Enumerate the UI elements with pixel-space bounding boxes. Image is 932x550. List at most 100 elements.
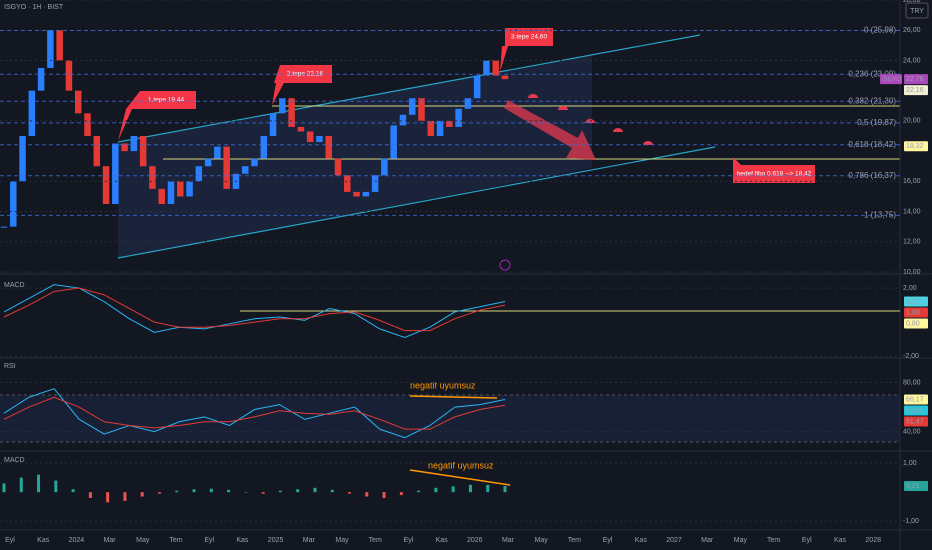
currency: TRY	[910, 8, 924, 15]
y-tick-label: 12,00	[903, 239, 921, 246]
candle	[399, 114, 407, 126]
candle	[464, 98, 472, 109]
candle	[269, 113, 277, 136]
rsi-divergence	[409, 395, 498, 399]
x-tick-label: Kas	[635, 537, 648, 544]
callout-text: 2.tepe 22,16	[287, 71, 324, 78]
x-tick-label: Tem	[369, 537, 382, 544]
histogram-bar	[192, 489, 196, 493]
y-tick-label: 1,00	[903, 460, 917, 467]
candle	[204, 158, 212, 167]
callout-text: 3.tepe 24,60	[511, 34, 548, 41]
candle	[130, 136, 138, 152]
x-tick-label: Tem	[568, 537, 581, 544]
rsi-band	[0, 395, 900, 442]
candle	[427, 120, 435, 136]
candle	[149, 166, 156, 189]
histogram-bar	[296, 489, 300, 493]
histogram-bar	[209, 488, 213, 493]
candle	[334, 158, 342, 176]
x-tick-label: Tem	[169, 537, 182, 544]
y-tick-label: 16,00	[903, 178, 921, 185]
y-tick-label: 24,00	[903, 57, 921, 64]
histogram-bar	[417, 490, 421, 493]
x-tick-label: 2025	[268, 537, 284, 544]
price-tag-label: 18,32	[906, 143, 924, 150]
fib-label: 0,5 (19,87)	[857, 118, 896, 127]
callout-text: hedef fibo 0,618 --> 18,42	[737, 171, 812, 178]
callout-3: 3.tepe 24,60	[500, 28, 553, 72]
parachutes	[528, 94, 653, 145]
candle	[28, 90, 36, 136]
price-tag	[904, 74, 928, 85]
pane-title: MACD	[4, 457, 25, 464]
histogram-bar	[503, 486, 507, 493]
candle	[353, 191, 360, 197]
price-tag	[904, 416, 928, 427]
histogram-bar	[278, 490, 282, 493]
x-tick-label: Eyl	[802, 537, 812, 544]
candle	[121, 143, 128, 152]
histogram-bar	[157, 492, 161, 494]
candle	[455, 108, 462, 127]
price-tag-label: 0,21	[906, 483, 920, 490]
price-tag-label: 22,76	[906, 76, 924, 83]
x-tick-label: Mar	[104, 537, 117, 544]
candle	[195, 166, 203, 182]
histogram-bar	[106, 492, 110, 503]
x-tick-label: May	[734, 537, 748, 544]
divergence-label: negatif uyumsuz	[410, 380, 476, 390]
series-line	[3, 287, 506, 332]
price-tag	[904, 405, 928, 416]
x-tick-label: Eyl	[204, 537, 214, 544]
candle	[473, 75, 481, 99]
fib-label: 0 (25,98)	[864, 26, 896, 35]
candle	[223, 146, 230, 189]
callout-target: hedef fibo 0,618 --> 18,42	[733, 157, 815, 183]
divergence-label: negatif uyumsuz	[428, 460, 494, 470]
histogram-bar	[175, 490, 179, 493]
candle	[381, 158, 388, 176]
histogram-bar	[330, 489, 334, 493]
currency-box	[905, 2, 929, 19]
fib-label: 0,236 (23,09)	[848, 69, 896, 78]
candle	[56, 30, 63, 61]
price-tag	[904, 141, 928, 152]
candle	[177, 181, 184, 197]
y-tick-label: 10,00	[903, 269, 921, 276]
symbol: ISGYO · 1H · BIST	[4, 4, 64, 11]
event-icon	[499, 259, 511, 271]
histogram-bar	[140, 492, 144, 497]
candle	[74, 90, 82, 114]
histogram-bar	[313, 487, 317, 493]
candle	[297, 126, 305, 132]
candle	[19, 136, 26, 182]
symbol-tag-label: ISGYO	[882, 77, 901, 83]
candle	[418, 98, 425, 121]
candle	[316, 136, 323, 143]
pane-title: RSI	[4, 363, 16, 370]
price-tag	[904, 481, 928, 492]
price-tag-label: 61,47	[906, 418, 924, 425]
candle	[214, 146, 221, 159]
x-tick-label: Tem	[767, 537, 780, 544]
pane-title: MACD	[4, 282, 25, 289]
price-tag-label: 22,16	[906, 87, 924, 94]
price-tag	[904, 85, 928, 96]
x-tick-label: Mar	[502, 537, 515, 544]
x-tick-label: Kas	[834, 537, 847, 544]
candle	[10, 181, 17, 227]
price-tag	[904, 296, 928, 307]
x-tick-label: Eyl	[5, 537, 15, 544]
candle	[260, 136, 268, 159]
x-tick-label: Eyl	[404, 537, 414, 544]
macd-divergence	[409, 469, 511, 486]
histogram-bar	[2, 483, 6, 493]
y-tick-label: -2,00	[903, 353, 919, 360]
candle	[344, 175, 351, 192]
y-tick-label: 2,00	[903, 285, 917, 292]
x-tick-label: May	[136, 537, 150, 544]
candle	[371, 175, 379, 192]
candle	[306, 131, 314, 143]
